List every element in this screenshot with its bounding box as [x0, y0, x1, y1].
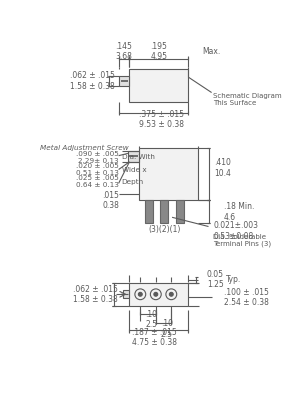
Text: Max.: Max. — [202, 47, 220, 56]
Text: .020 ± .005
0.51 ± 0.13: .020 ± .005 0.51 ± 0.13 — [76, 163, 119, 176]
Text: Depth: Depth — [122, 179, 144, 185]
Text: .062 ± .015
1.58 ± 0.38: .062 ± .015 1.58 ± 0.38 — [73, 284, 118, 304]
Text: Dia. With: Dia. With — [122, 154, 154, 160]
Bar — [161, 200, 168, 223]
Bar — [139, 148, 198, 200]
Bar — [128, 151, 139, 162]
Bar — [123, 290, 130, 298]
Bar — [119, 75, 130, 86]
Bar — [130, 69, 188, 102]
Text: .410
10.4: .410 10.4 — [214, 158, 231, 178]
Bar — [176, 200, 184, 223]
Circle shape — [169, 292, 173, 296]
Text: .025 ± .005
0.64 ± 0.13: .025 ± .005 0.64 ± 0.13 — [76, 175, 119, 188]
Text: .062 ± .015
1.58 ± 0.38: .062 ± .015 1.58 ± 0.38 — [70, 71, 115, 91]
Circle shape — [166, 289, 177, 300]
Text: .187 ± .015
4.75 ± 0.38: .187 ± .015 4.75 ± 0.38 — [132, 328, 177, 347]
Text: .015
0.38: .015 0.38 — [102, 191, 119, 210]
Text: .100 ± .015
2.54 ± 0.38: .100 ± .015 2.54 ± 0.38 — [224, 288, 269, 307]
Text: Typ.: Typ. — [226, 275, 241, 284]
Text: .18 Min.
4.6: .18 Min. 4.6 — [224, 202, 254, 221]
Text: .10
2.5: .10 2.5 — [161, 319, 173, 339]
Text: 0.021±.003
0.53±0.08: 0.021±.003 0.53±0.08 — [213, 221, 258, 241]
Text: (3)(2)(1): (3)(2)(1) — [148, 225, 181, 234]
Text: Dia. Solderable
Terminal Pins (3): Dia. Solderable Terminal Pins (3) — [213, 234, 271, 247]
Text: Wide x: Wide x — [122, 166, 146, 172]
Text: .375 ± .015
9.53 ± 0.38: .375 ± .015 9.53 ± 0.38 — [139, 110, 184, 129]
Text: Metal Adjustment Screw: Metal Adjustment Screw — [40, 145, 128, 151]
Text: .10
2.5: .10 2.5 — [145, 310, 157, 330]
Text: .195
4.95: .195 4.95 — [150, 42, 168, 61]
Text: 0.05
1.25: 0.05 1.25 — [207, 270, 224, 289]
Circle shape — [138, 292, 142, 296]
Circle shape — [150, 289, 161, 300]
Text: .090 ± .005
2.29± 0.13: .090 ± .005 2.29± 0.13 — [76, 151, 119, 164]
Bar — [145, 200, 153, 223]
Circle shape — [154, 292, 158, 296]
Bar — [130, 283, 188, 306]
Circle shape — [135, 289, 146, 300]
Text: .145
3.68: .145 3.68 — [116, 42, 133, 61]
Text: Schematic Diagram
This Surface: Schematic Diagram This Surface — [213, 93, 282, 106]
